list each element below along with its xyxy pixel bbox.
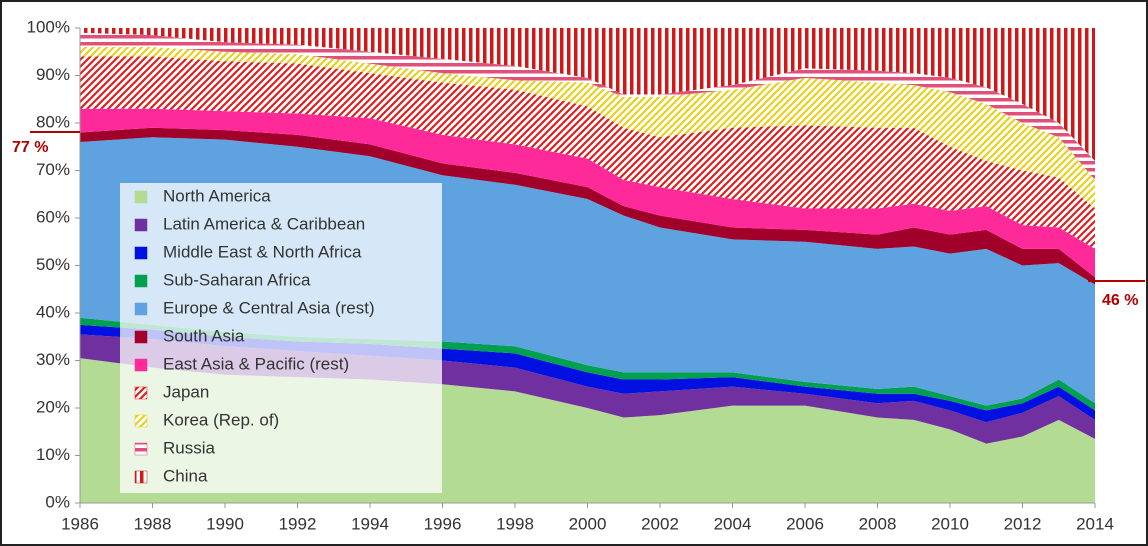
area <box>80 108 1095 278</box>
legend-label: China <box>163 466 208 485</box>
annotation: 77 % <box>12 139 48 156</box>
legend-label: Europe & Central Asia (rest) <box>163 298 375 317</box>
y-tick-label: 70% <box>36 160 70 179</box>
area <box>80 28 1095 161</box>
legend-swatch <box>134 386 148 400</box>
y-tick-label: 0% <box>45 492 70 511</box>
legend-label: East Asia & Pacific (rest) <box>163 354 349 373</box>
area <box>80 47 1095 209</box>
legend-swatch <box>134 330 148 344</box>
x-tick-label: 1996 <box>424 514 462 533</box>
legend-swatch <box>134 190 148 204</box>
y-tick-label: 30% <box>36 350 70 369</box>
legend-swatch <box>134 442 148 456</box>
legend: North America Latin America & Caribbean Mi… <box>134 186 375 485</box>
legend-label: Latin America & Caribbean <box>163 214 365 233</box>
y-tick-label: 40% <box>36 302 70 321</box>
x-tick-label: 2014 <box>1076 514 1114 533</box>
x-tick-label: 2006 <box>786 514 824 533</box>
x-tick-label: 2000 <box>569 514 607 533</box>
legend-label: Korea (Rep. of) <box>163 410 279 429</box>
y-tick-label: 60% <box>36 207 70 226</box>
legend-label: Japan <box>163 382 209 401</box>
legend-swatch <box>134 246 148 260</box>
area <box>80 127 1095 285</box>
legend-label: North America <box>163 186 271 205</box>
annotation: 46 % <box>1102 292 1138 309</box>
x-tick-label: 2008 <box>859 514 897 533</box>
legend-label: Sub-Saharan Africa <box>163 270 311 289</box>
y-tick-label: 100% <box>27 17 70 36</box>
x-tick-label: 2010 <box>931 514 969 533</box>
legend-swatch <box>134 414 148 428</box>
legend-swatch <box>134 470 148 484</box>
legend-swatch <box>134 274 148 288</box>
y-tick-label: 50% <box>36 255 70 274</box>
legend-label: South Asia <box>163 326 245 345</box>
legend-swatch <box>134 218 148 232</box>
x-tick-label: 2004 <box>714 514 752 533</box>
x-tick-label: 1988 <box>134 514 172 533</box>
x-tick-label: 1998 <box>496 514 534 533</box>
y-tick-label: 10% <box>36 445 70 464</box>
legend-swatch <box>134 302 148 316</box>
legend-box <box>120 183 442 493</box>
x-tick-label: 1986 <box>61 514 99 533</box>
x-tick-label: 1990 <box>206 514 244 533</box>
legend-label: Russia <box>163 438 216 457</box>
y-tick-label: 90% <box>36 65 70 84</box>
axes: 0% 10% 20% 30% 40% 50% 60% 70% 80% 90% 100% 1986 198… <box>27 17 1114 533</box>
legend-label: Middle East & North Africa <box>163 242 362 261</box>
legend-swatch <box>134 358 148 372</box>
x-tick-label: 2002 <box>641 514 679 533</box>
y-tick-label: 20% <box>36 397 70 416</box>
x-tick-label: 1994 <box>351 514 389 533</box>
x-tick-label: 1992 <box>279 514 317 533</box>
area <box>80 56 1095 249</box>
x-tick-label: 2012 <box>1004 514 1042 533</box>
y-tick-label: 80% <box>36 112 70 131</box>
